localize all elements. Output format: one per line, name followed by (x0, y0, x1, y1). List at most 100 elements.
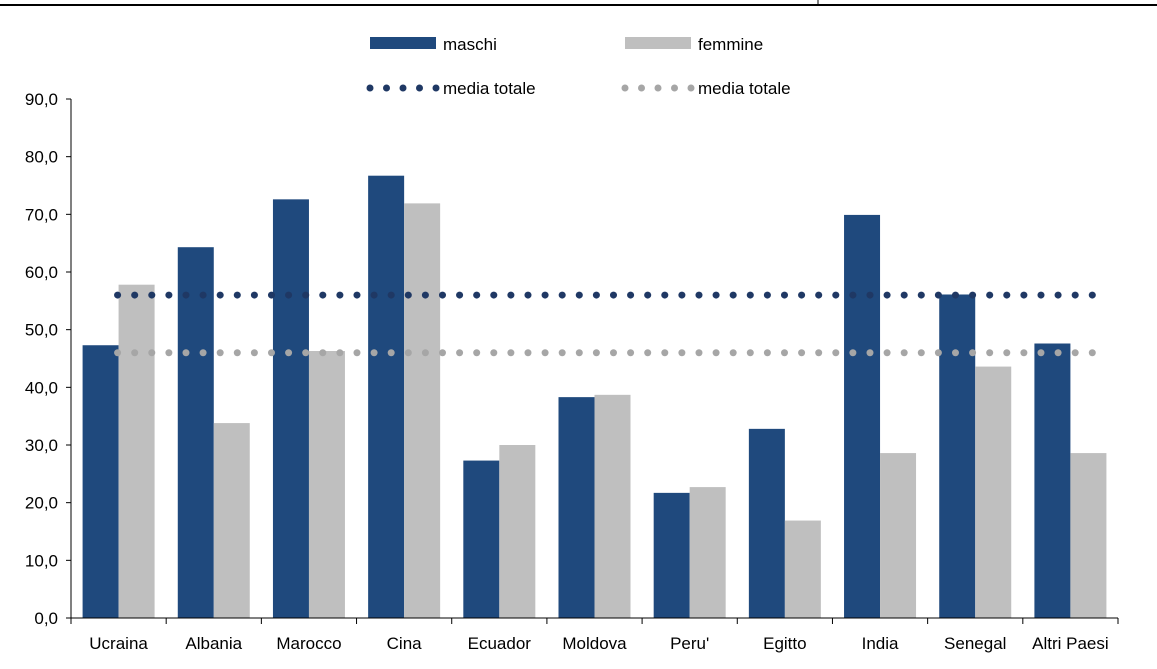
reference-dot (404, 349, 412, 357)
reference-dot (951, 349, 959, 357)
y-tick-label: 40,0 (25, 378, 58, 397)
reference-dot (644, 291, 652, 299)
bar-maschi (844, 214, 881, 618)
legend-dot (671, 84, 678, 92)
bar-maschi (558, 397, 595, 618)
reference-dot (319, 291, 327, 299)
legend-swatch-femmine (625, 37, 691, 49)
reference-dot (1037, 291, 1045, 299)
x-tick-label: India (862, 634, 899, 653)
reference-dot (456, 291, 464, 299)
reference-dot (182, 349, 190, 357)
reference-dot (627, 349, 635, 357)
legend-dot (416, 84, 423, 92)
legend-dot (432, 84, 440, 92)
reference-dot (473, 349, 481, 357)
reference-dot (267, 291, 275, 299)
bar-femmine (308, 351, 345, 618)
reference-dot (883, 349, 891, 357)
reference-lines (114, 291, 1096, 357)
reference-dot (832, 349, 840, 357)
reference-dot (763, 291, 771, 299)
reference-dot (1071, 349, 1079, 357)
reference-dot (165, 291, 173, 299)
reference-dot (661, 291, 669, 299)
reference-dot (592, 349, 600, 357)
reference-dot (285, 291, 293, 299)
bar-femmine (784, 520, 821, 618)
reference-dot (746, 349, 754, 357)
reference-dot (524, 349, 532, 357)
reference-dot (421, 291, 429, 299)
reference-dot (370, 291, 378, 299)
reference-dot (421, 349, 429, 357)
reference-dot (883, 291, 891, 299)
legend-dotted-line-femmine (621, 84, 695, 92)
reference-dot (114, 291, 122, 299)
legend-label-media-totale-maschi: media totale (443, 79, 536, 98)
reference-dot (438, 291, 446, 299)
reference-dot (1088, 349, 1096, 357)
reference-dot (199, 291, 207, 299)
bar-femmine (1070, 453, 1107, 618)
reference-dot (507, 349, 515, 357)
legend-dot (687, 84, 695, 92)
bar-maschi (177, 247, 214, 618)
legend-dot (399, 84, 407, 92)
reference-dot (456, 349, 464, 357)
reference-dot (866, 291, 874, 299)
reference-dot (917, 291, 925, 299)
y-tick-label: 0,0 (34, 609, 58, 628)
reference-dot (302, 349, 310, 357)
reference-dot (815, 349, 823, 357)
reference-dot (148, 291, 156, 299)
bar-maschi (939, 294, 976, 618)
reference-dot (302, 291, 310, 299)
reference-dot (815, 291, 823, 299)
bar-maschi (82, 345, 119, 618)
reference-dot (267, 349, 275, 357)
reference-dot (575, 349, 583, 357)
reference-dot (969, 291, 977, 299)
reference-dot (336, 349, 344, 357)
reference-dot (780, 291, 788, 299)
reference-dot (404, 291, 412, 299)
reference-dot (575, 291, 583, 299)
reference-dot (250, 291, 258, 299)
y-tick-label: 10,0 (25, 551, 58, 570)
y-tick-label: 90,0 (25, 90, 58, 109)
reference-dot (387, 291, 395, 299)
reference-dot (490, 291, 498, 299)
x-tick-label: Cina (387, 634, 423, 653)
x-tick-label: Moldova (562, 634, 627, 653)
reference-dot (1071, 291, 1079, 299)
reference-dot (729, 291, 737, 299)
x-tick-label: Peru' (670, 634, 709, 653)
reference-dot (131, 291, 139, 299)
x-tick-label: Marocco (276, 634, 341, 653)
reference-dot (900, 349, 908, 357)
reference-dot (986, 349, 994, 357)
reference-dot (1037, 349, 1045, 357)
bars (82, 175, 1107, 619)
reference-dot (216, 349, 224, 357)
reference-dot (763, 349, 771, 357)
reference-dot (609, 349, 617, 357)
reference-dot (678, 291, 686, 299)
reference-dot (131, 349, 139, 357)
x-tick-label: Ucraina (89, 634, 148, 653)
reference-dot (541, 291, 549, 299)
x-tick-label: Senegal (944, 634, 1006, 653)
x-axis: Ucraina Albania Marocco Cina Ecuador Moldova P… (70, 617, 1119, 653)
reference-dot (1020, 291, 1028, 299)
legend-label-maschi: maschi (443, 35, 497, 54)
legend-dotted-line-maschi (366, 84, 440, 92)
reference-dot (798, 349, 806, 357)
reference-dot (199, 349, 207, 357)
reference-dot (1003, 349, 1011, 357)
bar-femmine (213, 423, 250, 618)
reference-dot (319, 349, 327, 357)
reference-dot (712, 291, 720, 299)
reference-dot (695, 291, 703, 299)
bar-femmine (689, 487, 726, 618)
